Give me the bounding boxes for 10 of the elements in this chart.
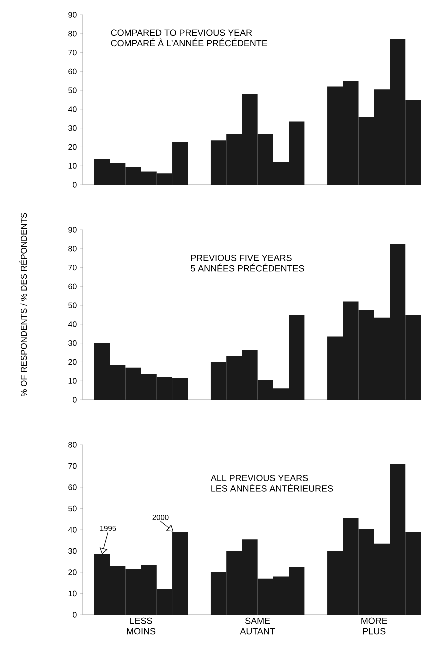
- text: PREVIOUS FIVE YEARS: [191, 254, 292, 262]
- text: 5 ANNÉES PRÉCÉDENTES: [190, 264, 304, 272]
- x-tick-label: SAME AUTANT: [240, 618, 276, 635]
- text: ALL PREVIOUS YEARS: [210, 475, 308, 482]
- x-tick-label: MORE PLUS: [362, 618, 388, 635]
- text: COMPARED TO PREVIOUS YEAR: [111, 30, 252, 36]
- text: LES ANNÉES ANTÉRIEURES: [212, 484, 334, 492]
- x-tick-label: LESS MOINS: [127, 618, 156, 635]
- text: COMPARÉ À L'ANNÉE PRÉCÉDENTE: [111, 38, 268, 47]
- y-axis-title: % OF RESPONDENTS / % DES RÉPONDENTS: [20, 213, 28, 396]
